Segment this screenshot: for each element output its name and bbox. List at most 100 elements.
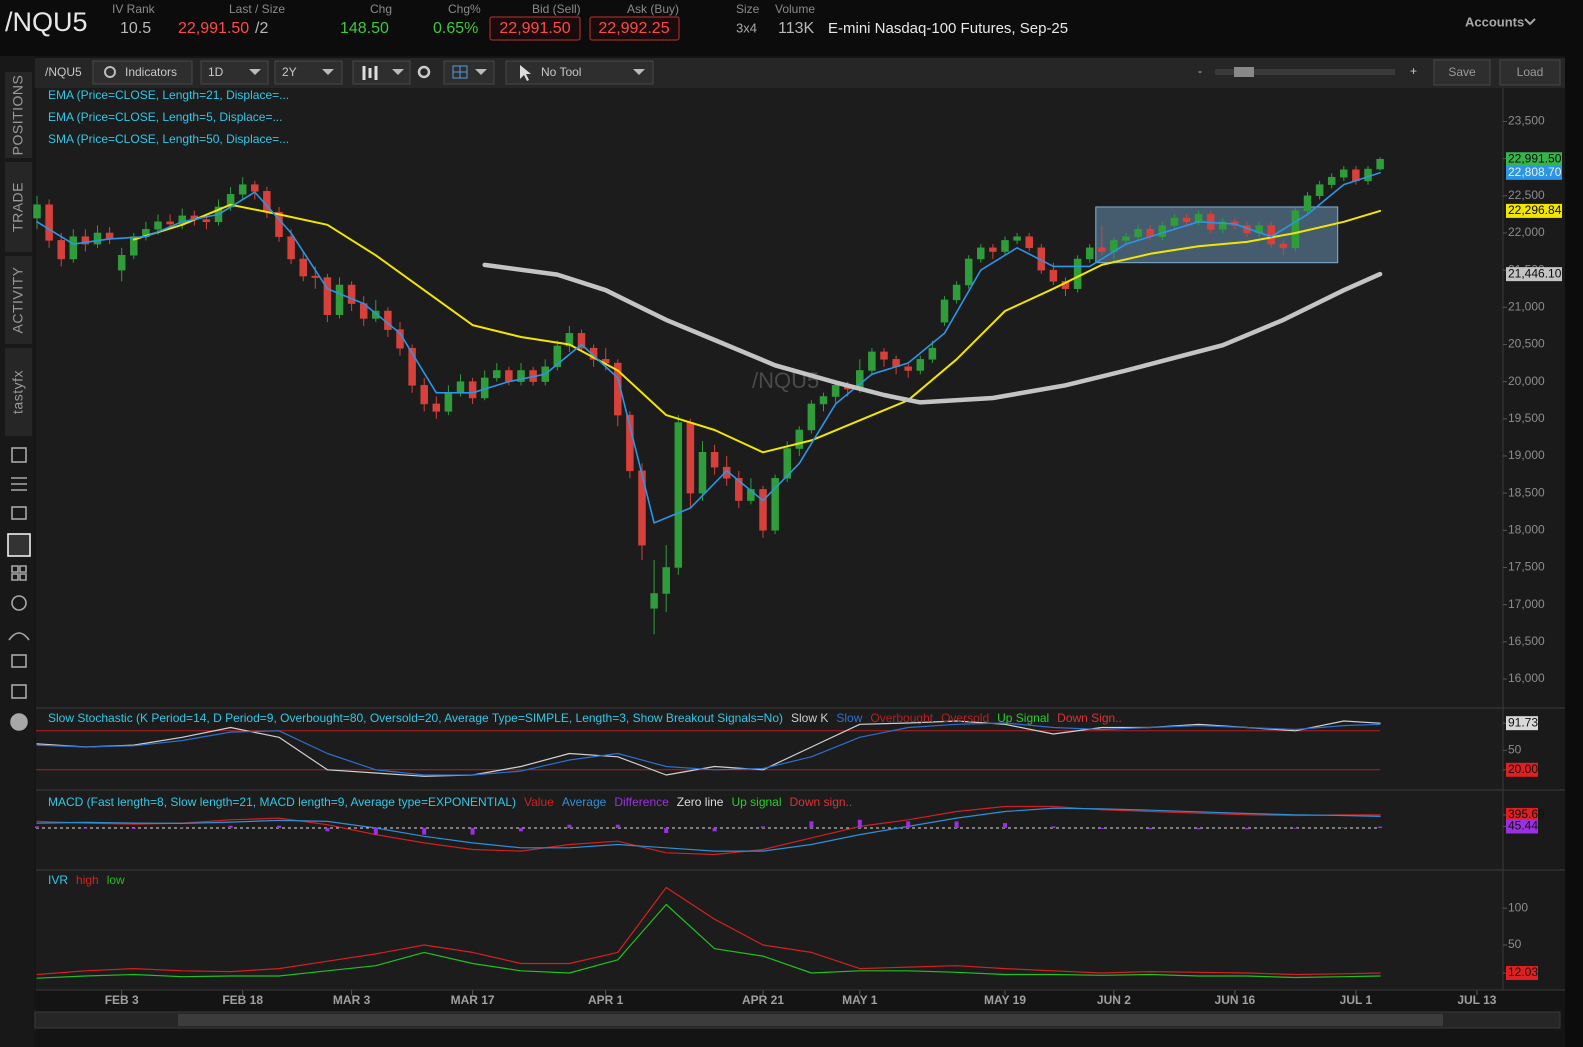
candle-body (989, 247, 997, 252)
icon[interactable] (11, 595, 27, 611)
watermark: /NQU5 (752, 368, 819, 393)
side-tab-label[interactable]: ACTIVITY (10, 266, 26, 333)
histogram-bar (228, 825, 233, 829)
candle-body (1364, 168, 1372, 182)
icon[interactable] (11, 654, 27, 668)
candle-body (868, 351, 876, 371)
candle-body (154, 221, 162, 230)
candle-body (1315, 184, 1324, 197)
candle-body (1122, 236, 1130, 241)
icon[interactable] (11, 477, 27, 491)
candle-body (807, 403, 816, 431)
candle-body (589, 347, 598, 360)
bid-button[interactable] (489, 16, 581, 41)
histogram-bar (857, 819, 862, 829)
accounts-menu[interactable]: Accounts (1465, 14, 1524, 29)
ask-price[interactable]: 22,992.25 (598, 20, 669, 37)
interval-select[interactable] (200, 60, 269, 85)
bid-price[interactable]: 22,991.50 (499, 20, 570, 37)
histogram-bar (1051, 826, 1056, 829)
drawing-icon (452, 65, 468, 79)
price-marker-label: 22,991.50 (1508, 151, 1562, 165)
histogram-bar (83, 828, 88, 829)
tool-label[interactable]: No Tool (541, 65, 581, 79)
symbol[interactable]: /NQU5 (5, 7, 88, 37)
side-tab[interactable] (5, 348, 32, 436)
icon[interactable] (8, 632, 30, 641)
load-label[interactable]: Load (1517, 65, 1544, 79)
legend-item: Down Sign.. (1057, 711, 1122, 725)
price-marker (1506, 152, 1562, 167)
right-edge (1565, 0, 1583, 1047)
side-tab-label[interactable]: tastyfx (10, 370, 26, 414)
indicators-label[interactable]: Indicators (125, 65, 177, 79)
field-label: Chg% (448, 2, 481, 16)
save-label[interactable]: Save (1448, 65, 1476, 79)
ask-button[interactable] (589, 16, 680, 41)
plot-bg (36, 88, 1503, 990)
save-button[interactable] (1433, 59, 1491, 86)
side-tab[interactable] (5, 72, 32, 158)
candle-body (202, 219, 211, 223)
load-button[interactable] (1499, 59, 1561, 86)
side-tab[interactable] (5, 256, 32, 344)
interval-label[interactable]: 1D (208, 65, 224, 79)
legend-item: Difference (614, 795, 669, 809)
candle-body (1073, 258, 1082, 289)
side-tab-label[interactable]: POSITIONS (10, 75, 26, 156)
drawing-select[interactable] (443, 60, 495, 85)
icon[interactable] (10, 713, 28, 731)
accounts-caret[interactable] (1524, 18, 1536, 26)
candle-body (517, 370, 525, 382)
y-tick-label: 18,000 (1508, 522, 1545, 536)
gear-icon (104, 66, 116, 78)
histogram-bar (567, 824, 572, 829)
description: E-mini Nasdaq-100 Futures, Sep-25 (828, 20, 1068, 37)
y-tick-label: 20,500 (1508, 337, 1545, 351)
histogram-bar (470, 828, 475, 835)
zoom-in[interactable]: + (1410, 64, 1417, 78)
histogram-bar (1099, 828, 1104, 830)
range-select[interactable] (274, 60, 343, 85)
sidebar-icons (7, 447, 31, 731)
tool-select[interactable] (505, 60, 654, 85)
zoom-thumb[interactable] (1234, 67, 1254, 77)
icon[interactable] (11, 684, 27, 699)
range-label[interactable]: 2Y (282, 65, 297, 79)
header-bg (0, 0, 1583, 56)
zoom-out[interactable]: - (1198, 64, 1202, 78)
histogram-bar (1293, 828, 1298, 829)
candle-body (565, 333, 574, 347)
x-tick-label: JUN 2 (1097, 993, 1131, 1007)
icon[interactable] (11, 447, 27, 463)
chart-style-select[interactable] (352, 60, 411, 85)
side-tab-label[interactable]: TRADE (10, 182, 26, 232)
icon-active[interactable] (7, 533, 31, 557)
price-marker-label: 22,296.84 (1508, 203, 1562, 217)
settings-icon[interactable] (417, 65, 431, 79)
caret (633, 69, 645, 75)
side-tab[interactable] (5, 162, 32, 252)
y-tick-box (1506, 762, 1538, 777)
candle-body (1158, 225, 1167, 237)
charts: /NQU523,50023,00022,50022,00021,50021,00… (33, 88, 1562, 1007)
icon[interactable] (11, 565, 27, 581)
histogram-bar (712, 828, 717, 832)
zoom-slider[interactable] (1215, 69, 1395, 75)
indicators-button[interactable] (92, 60, 193, 85)
histogram-bar (1003, 823, 1007, 829)
candle-body (1134, 228, 1142, 237)
histogram-bar (35, 826, 39, 829)
candle-body (456, 381, 465, 394)
x-tick-label: JUN 16 (1215, 993, 1256, 1007)
candle-body (1049, 269, 1058, 282)
candle-body (81, 236, 90, 245)
candle-icon (362, 66, 378, 80)
icon[interactable] (11, 506, 27, 520)
series-line (132, 203, 1382, 454)
candle-body (33, 204, 41, 219)
scroll-thumb[interactable] (178, 1014, 1443, 1026)
legend-item: Up Signal (997, 711, 1049, 725)
